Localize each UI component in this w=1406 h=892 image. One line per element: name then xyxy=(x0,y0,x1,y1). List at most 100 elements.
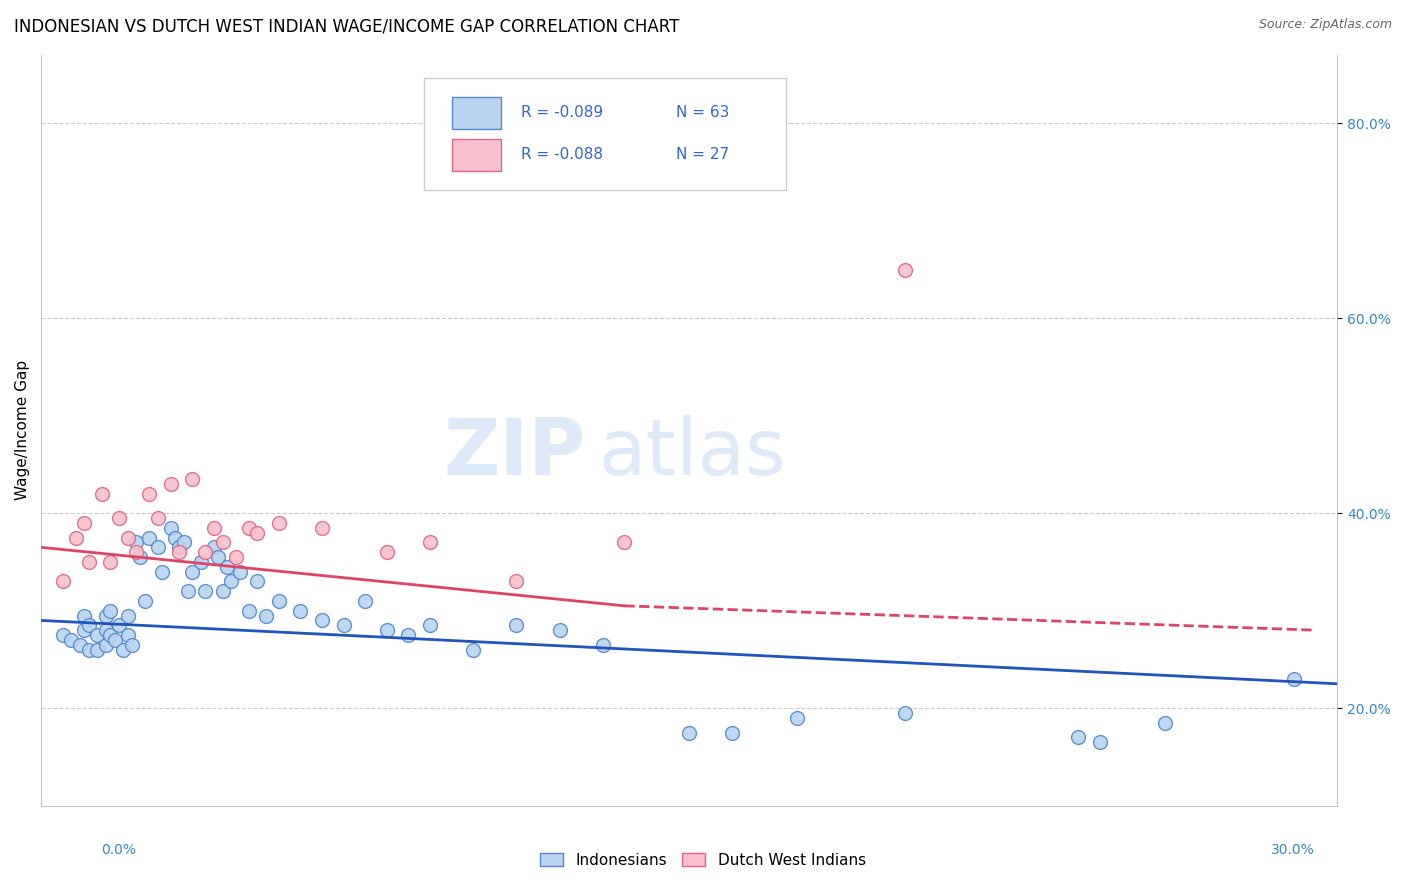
Point xyxy=(254,608,277,623)
Point xyxy=(1067,731,1090,745)
Point xyxy=(592,638,614,652)
Point xyxy=(73,516,96,530)
Point xyxy=(1153,715,1175,730)
Point xyxy=(311,614,333,628)
Point xyxy=(94,624,117,638)
Point xyxy=(98,604,121,618)
Text: R = -0.089: R = -0.089 xyxy=(520,105,603,120)
Point xyxy=(98,555,121,569)
Point xyxy=(1088,735,1111,749)
Point xyxy=(73,608,96,623)
Point xyxy=(159,477,181,491)
Point xyxy=(375,545,398,559)
Point xyxy=(202,541,225,555)
Point xyxy=(215,559,238,574)
Point xyxy=(177,584,200,599)
Point xyxy=(505,618,527,632)
Point xyxy=(786,711,808,725)
Point xyxy=(181,565,204,579)
Point xyxy=(207,550,229,565)
Point xyxy=(52,628,75,642)
Point xyxy=(181,472,204,486)
Point xyxy=(202,521,225,535)
Point xyxy=(311,521,333,535)
Point xyxy=(721,725,744,739)
Text: N = 63: N = 63 xyxy=(676,105,730,120)
Point xyxy=(94,638,117,652)
Point xyxy=(73,624,96,638)
Point xyxy=(613,535,636,549)
Point xyxy=(94,608,117,623)
Point xyxy=(165,531,187,545)
Point xyxy=(65,531,87,545)
Text: Source: ZipAtlas.com: Source: ZipAtlas.com xyxy=(1258,18,1392,31)
Point xyxy=(138,531,160,545)
Point xyxy=(354,594,377,608)
Point xyxy=(894,706,917,720)
Point xyxy=(134,594,156,608)
Point xyxy=(117,531,139,545)
Point xyxy=(219,574,242,589)
Point xyxy=(375,624,398,638)
Legend: Indonesians, Dutch West Indians: Indonesians, Dutch West Indians xyxy=(533,845,873,875)
Point xyxy=(125,545,148,559)
Point xyxy=(159,521,181,535)
Point xyxy=(103,632,125,647)
Point xyxy=(169,545,191,559)
Point xyxy=(419,618,441,632)
Point xyxy=(86,628,108,642)
Text: R = -0.088: R = -0.088 xyxy=(520,147,603,162)
FancyBboxPatch shape xyxy=(453,97,502,128)
Point xyxy=(52,574,75,589)
Point xyxy=(246,525,269,540)
Point xyxy=(229,565,252,579)
Text: 0.0%: 0.0% xyxy=(101,843,136,857)
Point xyxy=(267,516,290,530)
Point xyxy=(190,555,212,569)
Point xyxy=(146,511,169,525)
Text: N = 27: N = 27 xyxy=(676,147,730,162)
Text: atlas: atlas xyxy=(599,415,786,491)
Point xyxy=(194,545,217,559)
Point xyxy=(396,628,419,642)
Point xyxy=(548,624,571,638)
Y-axis label: Wage/Income Gap: Wage/Income Gap xyxy=(15,360,30,500)
Point xyxy=(86,642,108,657)
Point xyxy=(121,638,143,652)
Point xyxy=(138,487,160,501)
Text: 30.0%: 30.0% xyxy=(1271,843,1315,857)
Point xyxy=(150,565,173,579)
Point xyxy=(225,550,247,565)
Point xyxy=(169,541,191,555)
Point xyxy=(238,604,260,618)
Point xyxy=(98,628,121,642)
Point xyxy=(463,642,485,657)
Point xyxy=(112,642,135,657)
Point xyxy=(146,541,169,555)
Point xyxy=(125,535,148,549)
Point xyxy=(505,574,527,589)
Point xyxy=(117,608,139,623)
Point xyxy=(267,594,290,608)
Point xyxy=(194,584,217,599)
Text: ZIP: ZIP xyxy=(443,415,585,491)
Point xyxy=(332,618,354,632)
Point xyxy=(108,511,131,525)
FancyBboxPatch shape xyxy=(453,139,502,170)
Point xyxy=(173,535,195,549)
Point xyxy=(77,618,100,632)
Point xyxy=(246,574,269,589)
Point xyxy=(108,618,131,632)
Point xyxy=(90,487,112,501)
Point xyxy=(678,725,700,739)
Point xyxy=(129,550,152,565)
Point xyxy=(1282,672,1305,686)
Text: INDONESIAN VS DUTCH WEST INDIAN WAGE/INCOME GAP CORRELATION CHART: INDONESIAN VS DUTCH WEST INDIAN WAGE/INC… xyxy=(14,18,679,36)
Point xyxy=(60,632,83,647)
Point xyxy=(238,521,260,535)
Point xyxy=(419,535,441,549)
Point xyxy=(69,638,91,652)
Point xyxy=(77,555,100,569)
Point xyxy=(211,584,233,599)
Point xyxy=(290,604,312,618)
